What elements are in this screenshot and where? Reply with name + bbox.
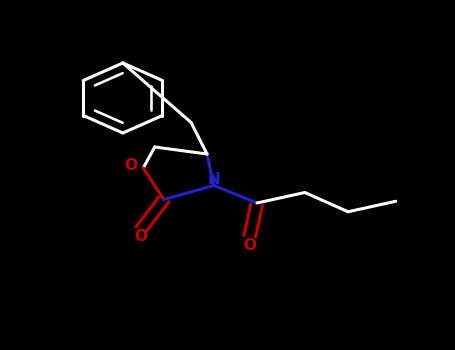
- Text: O: O: [243, 238, 256, 252]
- Text: O: O: [124, 158, 137, 173]
- Text: O: O: [135, 229, 147, 244]
- Text: N: N: [207, 172, 220, 187]
